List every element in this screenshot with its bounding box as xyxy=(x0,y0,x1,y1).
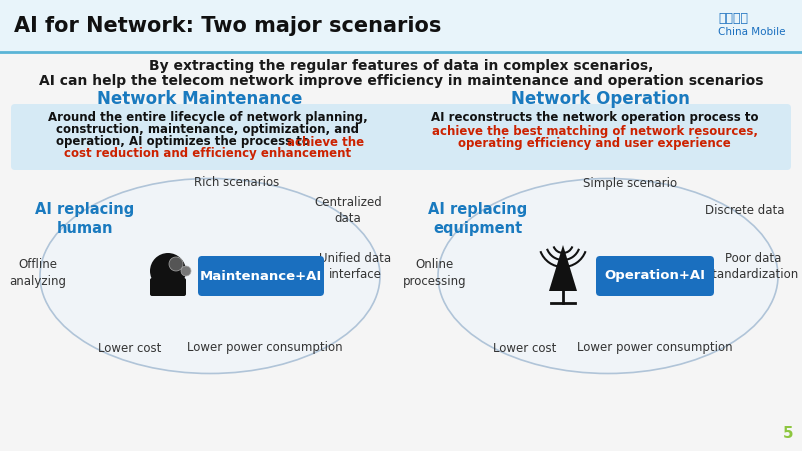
Text: operating efficiency and user experience: operating efficiency and user experience xyxy=(458,138,731,151)
FancyBboxPatch shape xyxy=(596,256,714,296)
Ellipse shape xyxy=(40,179,380,373)
Text: 中国移动: 中国移动 xyxy=(718,11,748,24)
Circle shape xyxy=(169,257,183,271)
Text: Network Maintenance: Network Maintenance xyxy=(97,90,302,108)
Text: By extracting the regular features of data in complex scenarios,: By extracting the regular features of da… xyxy=(149,59,653,73)
FancyBboxPatch shape xyxy=(0,0,802,52)
Circle shape xyxy=(150,253,186,289)
Text: AI for Network: Two major scenarios: AI for Network: Two major scenarios xyxy=(14,16,441,36)
Text: AI can help the telecom network improve efficiency in maintenance and operation : AI can help the telecom network improve … xyxy=(38,74,764,88)
Text: construction, maintenance, optimization, and: construction, maintenance, optimization,… xyxy=(56,124,359,137)
Text: AI replacing
equipment: AI replacing equipment xyxy=(428,202,528,236)
FancyBboxPatch shape xyxy=(398,104,791,170)
FancyBboxPatch shape xyxy=(150,278,186,296)
Ellipse shape xyxy=(438,179,778,373)
Text: cost reduction and efficiency enhancement: cost reduction and efficiency enhancemen… xyxy=(64,147,351,161)
Text: Operation+AI: Operation+AI xyxy=(605,270,706,282)
Text: 5: 5 xyxy=(783,426,793,441)
Polygon shape xyxy=(549,245,577,291)
Text: Rich scenarios: Rich scenarios xyxy=(194,176,280,189)
Text: Around the entire lifecycle of network planning,: Around the entire lifecycle of network p… xyxy=(47,111,367,124)
Text: Offline
analyzing: Offline analyzing xyxy=(10,258,67,287)
Text: Unified data
interface: Unified data interface xyxy=(319,252,391,281)
Text: Online
processing: Online processing xyxy=(403,258,467,287)
Text: operation, AI optimizes the process to: operation, AI optimizes the process to xyxy=(55,135,310,148)
Text: Maintenance+AI: Maintenance+AI xyxy=(200,270,322,282)
Text: Lower power consumption: Lower power consumption xyxy=(187,341,342,354)
Circle shape xyxy=(181,266,191,276)
Text: Centralized
data: Centralized data xyxy=(314,197,382,226)
Text: AI reconstructs the network operation process to: AI reconstructs the network operation pr… xyxy=(431,111,758,124)
Text: Discrete data: Discrete data xyxy=(705,204,784,217)
Text: Lower cost: Lower cost xyxy=(99,341,162,354)
Text: achieve the: achieve the xyxy=(287,135,364,148)
FancyBboxPatch shape xyxy=(198,256,324,296)
FancyBboxPatch shape xyxy=(11,104,404,170)
Text: achieve the best matching of network resources,: achieve the best matching of network res… xyxy=(431,124,758,138)
Text: Lower power consumption: Lower power consumption xyxy=(577,341,733,354)
Text: China Mobile: China Mobile xyxy=(718,27,785,37)
Text: Simple scenario: Simple scenario xyxy=(583,176,677,189)
Text: Poor data
standardization: Poor data standardization xyxy=(707,252,799,281)
Text: Lower cost: Lower cost xyxy=(493,341,557,354)
Text: AI replacing
human: AI replacing human xyxy=(35,202,135,236)
Text: Network Operation: Network Operation xyxy=(511,90,690,108)
